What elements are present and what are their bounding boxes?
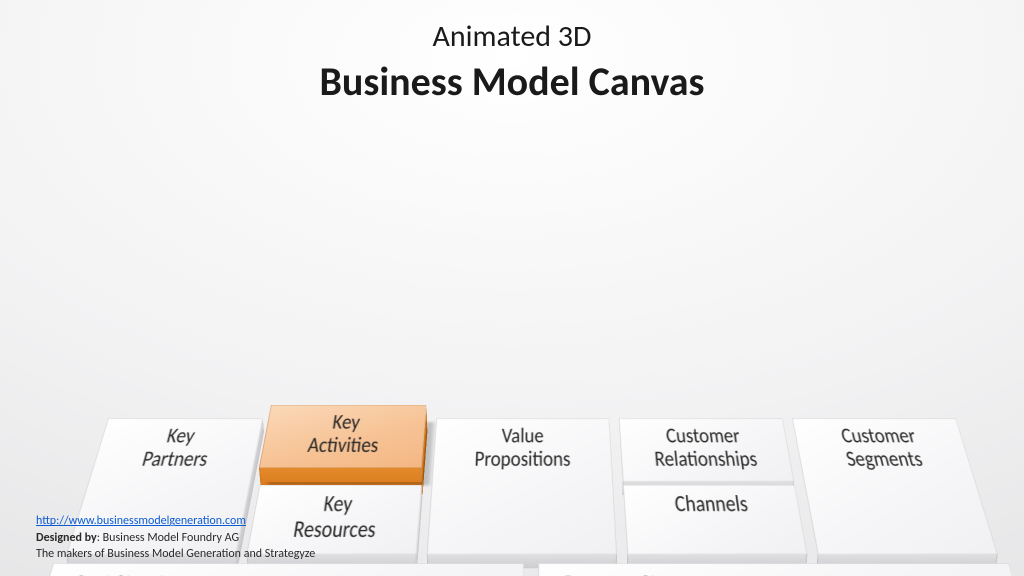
- footer-designed-by: : Business Model Foundry AG: [97, 531, 239, 545]
- slab-revenue-streams: Revenue Streams: [539, 563, 1024, 576]
- slab-customer-segments: Customer Segments: [792, 419, 998, 555]
- slab-key-activities: Key Activities: [259, 405, 427, 468]
- title-line-1: Animated 3D: [0, 18, 1024, 55]
- slab-cost-structure: Cost Structure: [25, 563, 525, 576]
- label-key-activities: Key Activities: [296, 411, 382, 522]
- slab-customer-relationships: Customer Relationships: [619, 419, 795, 482]
- footer-tagline: The makers of Business Model Generation …: [36, 547, 315, 561]
- slide-stage: Animated 3D Business Model Canvas Cost S…: [0, 0, 1024, 576]
- slab-value-propositions: Value Propositions: [427, 419, 617, 555]
- footer-designed-prefix: Designed by: [36, 531, 97, 545]
- title-line-2: Business Model Canvas: [0, 57, 1024, 106]
- title-block: Animated 3D Business Model Canvas: [0, 0, 1024, 106]
- footer-link[interactable]: http://www.businessmodelgeneration.com: [36, 514, 246, 528]
- label-revenue-streams: Revenue Streams: [564, 571, 727, 576]
- label-customer-relationships: Customer Relationships: [652, 424, 769, 535]
- footer-credits: http://www.businessmodelgeneration.com D…: [36, 513, 315, 562]
- label-cost-structure: Cost Structure: [27, 571, 196, 576]
